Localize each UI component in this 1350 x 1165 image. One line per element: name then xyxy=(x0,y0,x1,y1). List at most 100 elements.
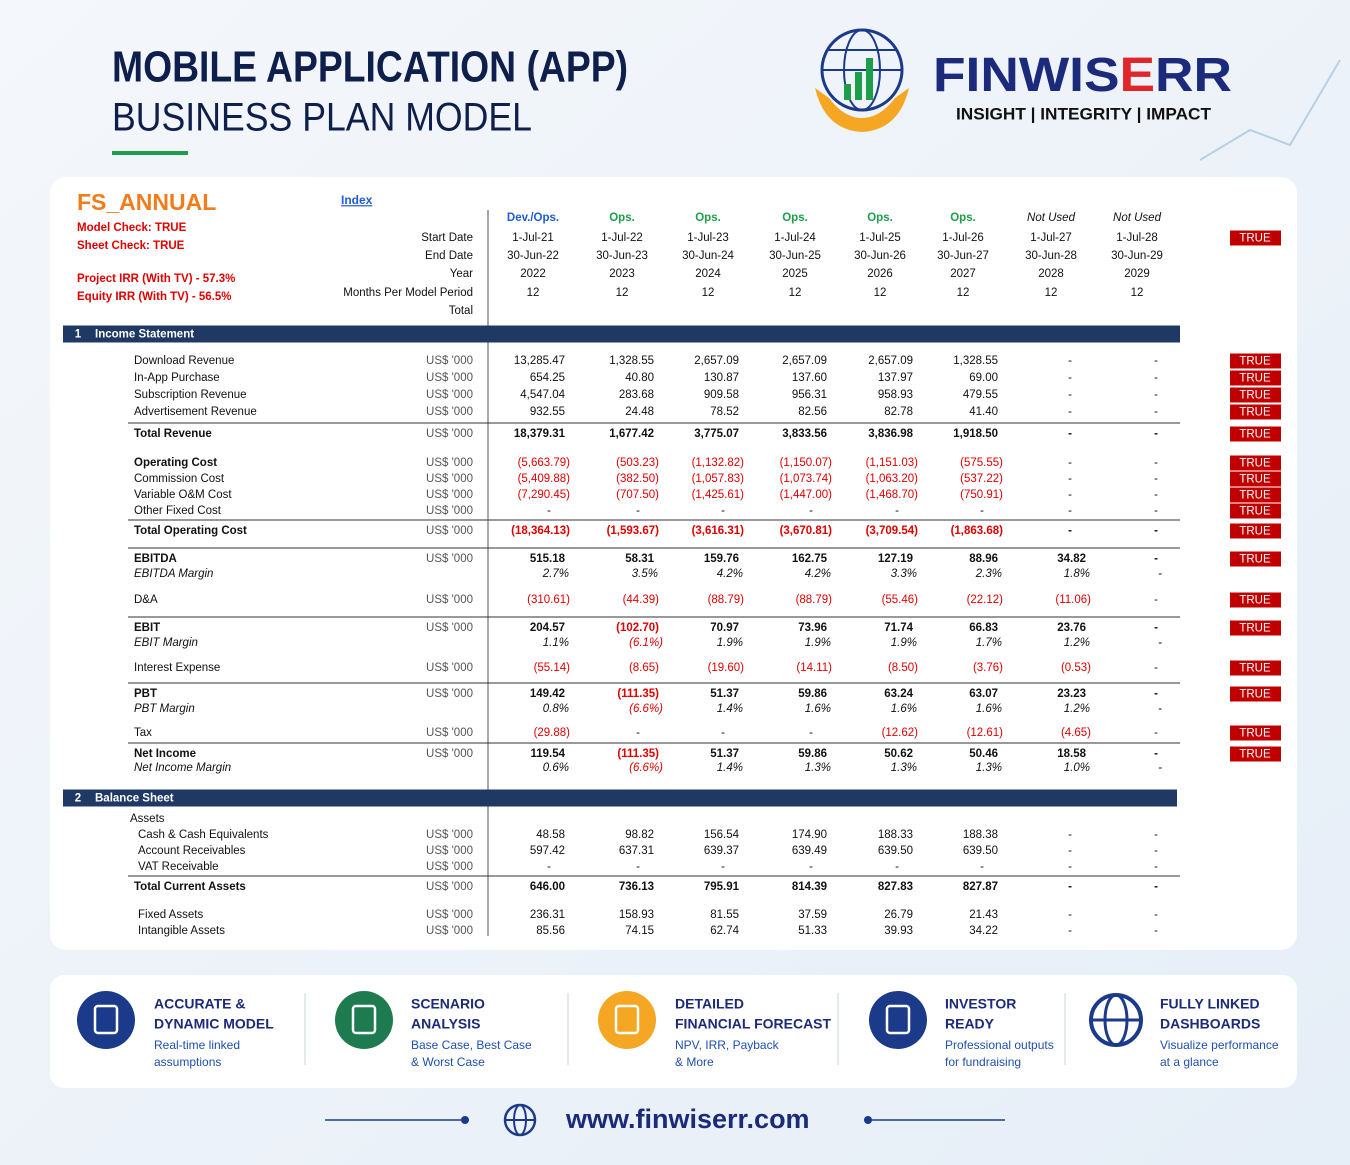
cell-value: (1,150.07) xyxy=(780,457,833,469)
cell-value: 34.82 xyxy=(1057,553,1086,565)
row-unit: US$ '000 xyxy=(426,473,473,485)
cell-value: 50.62 xyxy=(884,748,913,760)
cell-value: - xyxy=(1154,909,1158,921)
row-label: Net Income Margin xyxy=(134,762,231,774)
phase: Ops. xyxy=(950,212,976,224)
cell-value: 41.40 xyxy=(969,406,998,418)
cell-value: (0.53) xyxy=(1061,662,1091,674)
cell-value: - xyxy=(1154,622,1158,634)
check-flag: TRUE xyxy=(1239,749,1271,761)
cell-value: 1.3% xyxy=(805,762,831,774)
cell-value: 74.15 xyxy=(625,925,654,937)
cell-value: - xyxy=(895,505,899,517)
feature-desc: for fundraising xyxy=(945,1055,1021,1069)
row-label: D&A xyxy=(134,594,158,606)
row-unit: US$ '000 xyxy=(426,861,473,873)
check-flag-box xyxy=(1230,487,1281,503)
cell-value: 1.3% xyxy=(891,762,917,774)
row-label: Advertisement Revenue xyxy=(134,406,257,418)
cell-value: - xyxy=(1068,909,1072,921)
cell-value: - xyxy=(721,727,725,739)
row-label: Fixed Assets xyxy=(138,909,203,921)
cell-value: (1,447.00) xyxy=(780,489,833,501)
header-value: 12 xyxy=(957,287,970,299)
cell-value: 149.42 xyxy=(530,688,565,700)
cell-value: 639.37 xyxy=(704,845,739,857)
header-value: 2025 xyxy=(782,268,808,280)
section-number: 1 xyxy=(75,329,82,341)
row-label: Total Revenue xyxy=(134,428,212,440)
subtitle: BUSINESS PLAN MODEL xyxy=(112,96,532,140)
cell-value: (3,670.81) xyxy=(780,525,833,537)
feature-desc: at a glance xyxy=(1160,1055,1219,1069)
cell-value: 13,285.47 xyxy=(514,355,565,367)
check-flag: TRUE xyxy=(1239,407,1271,419)
feature-icon xyxy=(885,1004,911,1035)
phase: Ops. xyxy=(695,212,721,224)
row-unit: US$ '000 xyxy=(426,662,473,674)
cell-value: 78.52 xyxy=(710,406,739,418)
cell-value: 39.93 xyxy=(884,925,913,937)
cell-value: - xyxy=(809,727,813,739)
header-value: 2029 xyxy=(1124,268,1150,280)
check-flag-box xyxy=(1230,387,1281,403)
cell-value: 88.96 xyxy=(969,553,998,565)
cell-value: 0.6% xyxy=(543,762,569,774)
cell-value: 85.56 xyxy=(536,925,565,937)
check: Model Check: TRUE xyxy=(77,222,187,234)
row-label: Total Operating Cost xyxy=(134,525,247,537)
check-flag-box xyxy=(1230,746,1281,762)
cell-value: 2.3% xyxy=(975,568,1002,580)
cell-value: 3,775.07 xyxy=(694,428,739,440)
feature-desc: & More xyxy=(675,1055,714,1069)
check-flag: TRUE xyxy=(1239,554,1271,566)
cell-value: 159.76 xyxy=(704,553,739,565)
cell-value: - xyxy=(1068,925,1072,937)
cell-value: (111.35) xyxy=(617,688,659,700)
check-flag: TRUE xyxy=(1239,233,1271,245)
cell-value: - xyxy=(1068,861,1072,873)
cell-value: - xyxy=(1068,829,1072,841)
cell-value: - xyxy=(1068,489,1072,501)
cell-value: 1.6% xyxy=(976,703,1002,715)
cell-value: 127.19 xyxy=(878,553,913,565)
check-flag: TRUE xyxy=(1239,356,1271,368)
check-flag: TRUE xyxy=(1239,429,1271,441)
feature-title: SCENARIO xyxy=(411,996,485,1012)
check-flag: TRUE xyxy=(1239,526,1271,538)
check-flag-box xyxy=(1230,426,1281,442)
cell-value: (575.55) xyxy=(960,457,1003,469)
cell-value: 40.80 xyxy=(625,372,654,384)
cell-value: - xyxy=(1068,473,1072,485)
check-flag: TRUE xyxy=(1239,506,1271,518)
cell-value: - xyxy=(1154,428,1158,440)
check-flag: TRUE xyxy=(1239,458,1271,470)
check-flag-box xyxy=(1230,353,1281,369)
cell-value: 24.48 xyxy=(625,406,654,418)
cell-value: (4.65) xyxy=(1061,727,1091,739)
cell-value: - xyxy=(1154,748,1158,760)
feature-title: DYNAMIC MODEL xyxy=(154,1016,274,1032)
cell-value: (12.61) xyxy=(967,727,1004,739)
cell-value: 1.4% xyxy=(717,703,743,715)
cell-value: 1,328.55 xyxy=(609,355,654,367)
cell-value: (6.6%) xyxy=(629,762,663,774)
cell-value: 1.6% xyxy=(805,703,831,715)
cell-value: (3,709.54) xyxy=(866,525,919,537)
cell-value: (3.76) xyxy=(973,662,1003,674)
row-unit: US$ '000 xyxy=(426,748,473,760)
cell-value: 23.23 xyxy=(1057,688,1086,700)
feature-title: INVESTOR xyxy=(945,996,1016,1012)
check-flag-box xyxy=(1230,620,1281,636)
cell-value: - xyxy=(1154,525,1158,537)
row-unit: US$ '000 xyxy=(426,489,473,501)
cell-value: 236.31 xyxy=(530,909,565,921)
feature-icon xyxy=(614,1004,640,1035)
index-link[interactable]: Index xyxy=(341,193,373,207)
feature-title: READY xyxy=(945,1016,995,1032)
row-label: Other Fixed Cost xyxy=(134,505,222,517)
row-label: PBT xyxy=(134,688,157,700)
row-unit: US$ '000 xyxy=(426,594,473,606)
cell-value: 1.2% xyxy=(1064,703,1090,715)
cell-value: - xyxy=(1154,829,1158,841)
